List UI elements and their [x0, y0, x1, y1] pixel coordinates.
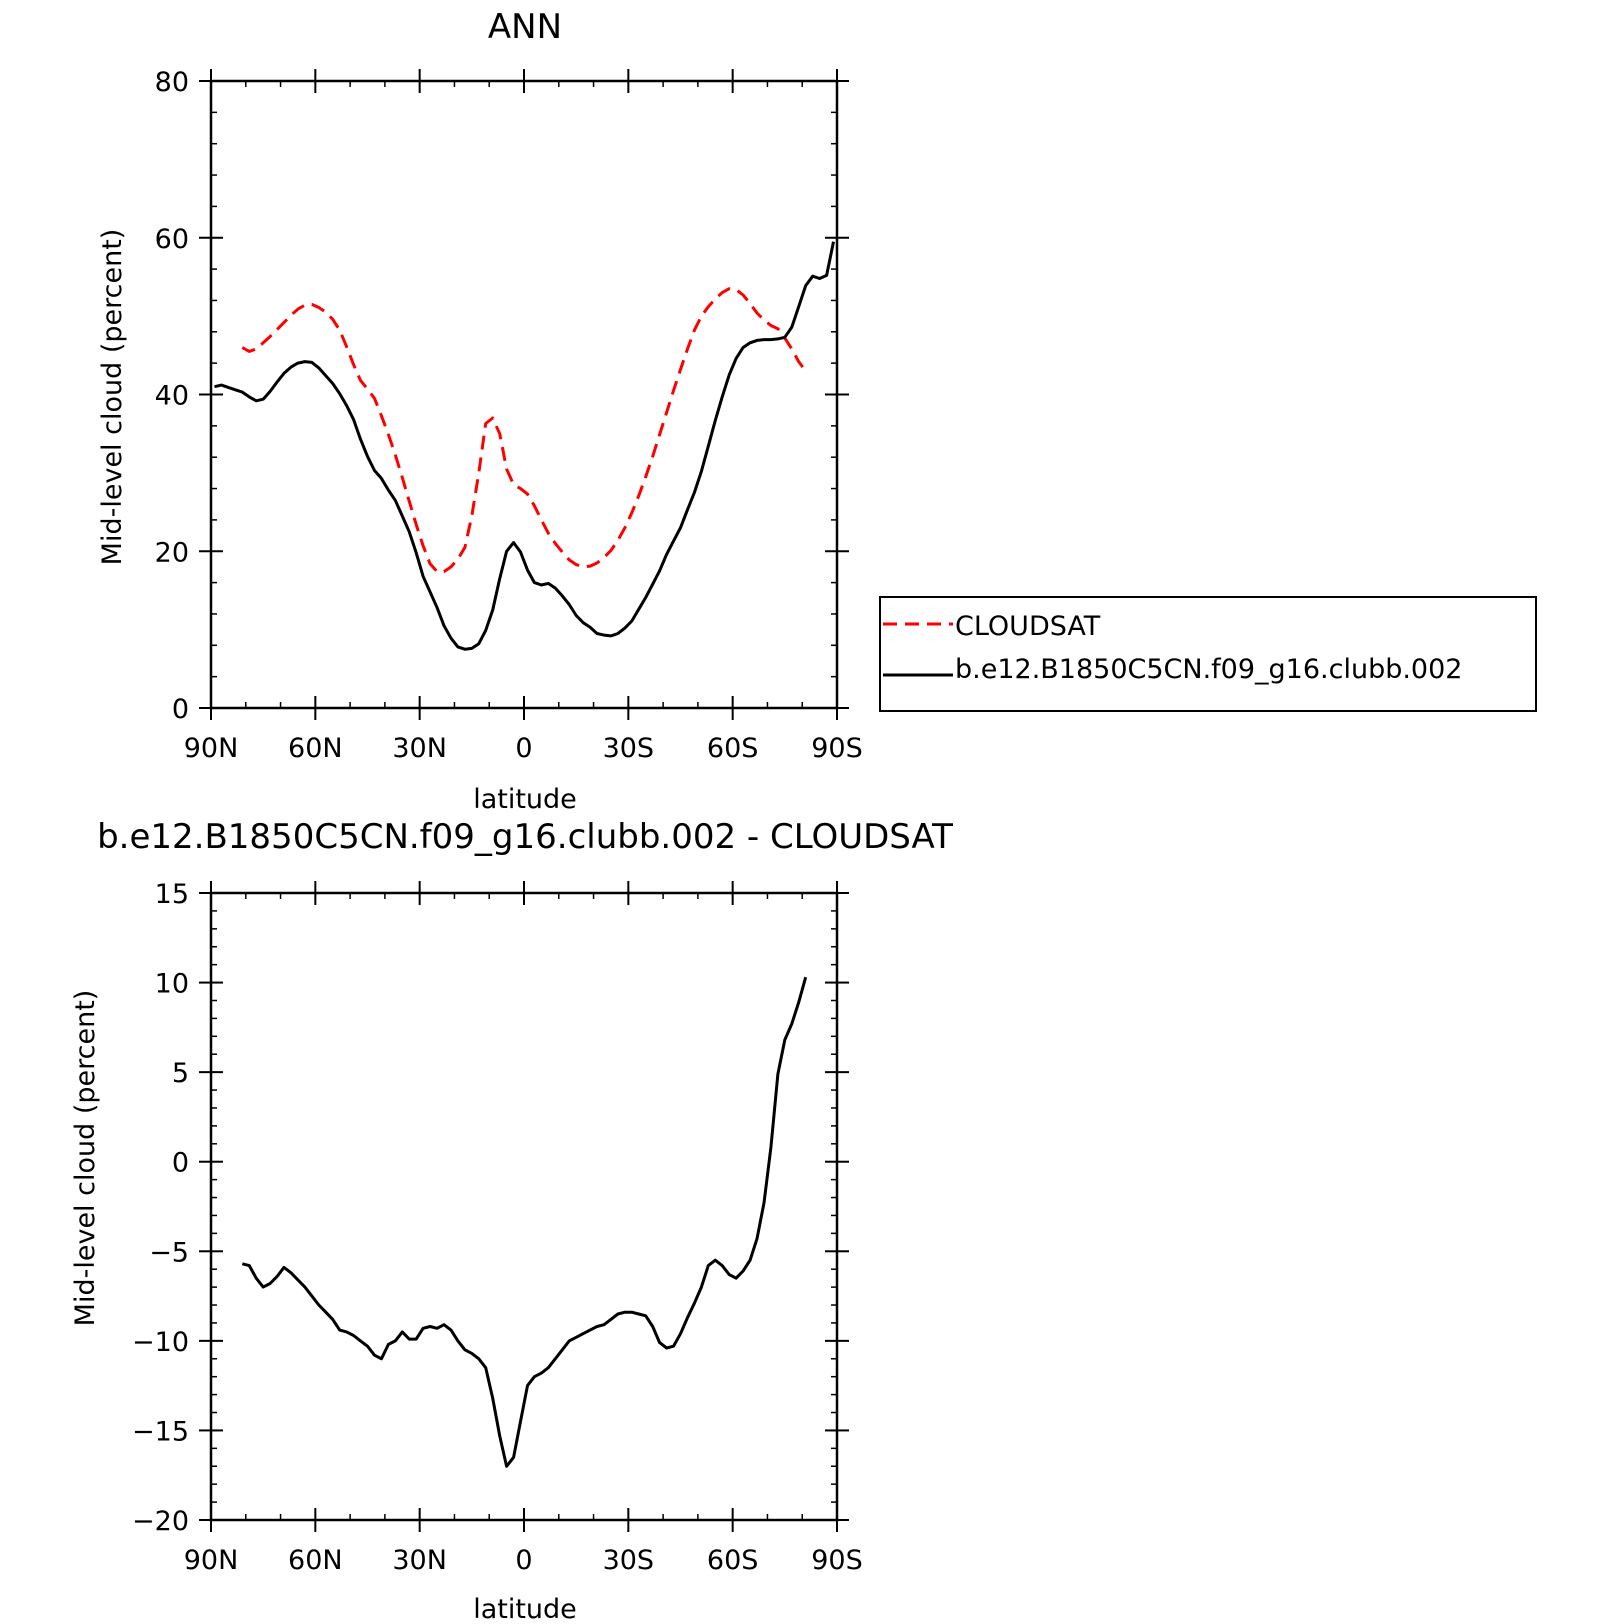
bottom-panel-title: b.e12.B1850C5CN.f09_g16.clubb.002 - CLOU…: [97, 817, 953, 857]
bottom-y-tick-label: 10: [155, 969, 189, 1000]
bottom-x-tick-label: 30N: [392, 1545, 447, 1576]
top-x-tick-label: 30N: [392, 733, 447, 764]
top-y-axis-label: Mid-level cloud (percent): [97, 229, 128, 566]
bottom-y-tick-label: 5: [172, 1058, 189, 1089]
top-y-tick-label: 20: [155, 537, 189, 568]
legend: CLOUDSAT b.e12.B1850C5CN.f09_g16.clubb.0…: [879, 596, 1537, 712]
top-x-tick-label: 60N: [288, 733, 343, 764]
bottom-y-axis-label: Mid-level cloud (percent): [70, 990, 101, 1327]
bottom-plot-area: 90N 60N 30N 0 30S 60S 90S −20 −15 −10 −5 0 5 10 15: [132, 879, 863, 1576]
bottom-x-tick-label: 60S: [707, 1545, 759, 1576]
top-plot-frame: [209, 79, 839, 710]
bottom-x-axis-label: latitude: [473, 1594, 577, 1624]
bottom-x-tick-label: 60N: [288, 1545, 343, 1576]
top-y-tick-label: 0: [172, 694, 189, 725]
legend-box: [879, 596, 1537, 712]
bottom-y-tick-label: −15: [132, 1416, 189, 1447]
top-panel: ANN 90N 60N 30N 0 30S 60S 90S 0 20 40 60 80 latitud…: [97, 7, 1537, 815]
bottom-plot-frame: [209, 891, 839, 1522]
bottom-y-tick-label: 15: [155, 879, 189, 910]
bottom-y-tick-label: −5: [149, 1237, 189, 1268]
top-x-tick-label: 0: [515, 733, 532, 764]
top-x-tick-label: 30S: [603, 733, 655, 764]
top-panel-title: ANN: [488, 7, 562, 47]
legend-label-model: b.e12.B1850C5CN.f09_g16.clubb.002: [955, 654, 1462, 685]
bottom-y-tick-label: −10: [132, 1327, 189, 1358]
top-x-tick-label: 60S: [707, 733, 759, 764]
bottom-y-tick-label: 0: [172, 1148, 189, 1179]
bottom-panel: b.e12.B1850C5CN.f09_g16.clubb.002 - CLOU…: [70, 817, 953, 1624]
bottom-series-line-0: [241, 976, 808, 1468]
top-plot-area: 90N 60N 30N 0 30S 60S 90S 0 20 40 60 80: [155, 67, 863, 764]
top-y-tick-label: 60: [155, 224, 189, 255]
top-y-tick-label: 80: [155, 67, 189, 98]
bottom-x-tick-label: 90S: [811, 1545, 863, 1576]
bottom-x-tick-label: 0: [515, 1545, 532, 1576]
top-x-tick-label: 90N: [184, 733, 239, 764]
bottom-y-tick-label: −20: [132, 1506, 189, 1537]
top-x-tick-label: 90S: [811, 733, 863, 764]
bottom-x-tick-label: 90N: [184, 1545, 239, 1576]
top-series-line-0: [241, 287, 807, 574]
top-series-line-1: [214, 241, 835, 651]
bottom-x-tick-label: 30S: [603, 1545, 655, 1576]
top-x-axis-label: latitude: [473, 784, 577, 815]
top-y-tick-label: 40: [155, 381, 189, 412]
legend-label-cloudsat: CLOUDSAT: [955, 611, 1101, 642]
